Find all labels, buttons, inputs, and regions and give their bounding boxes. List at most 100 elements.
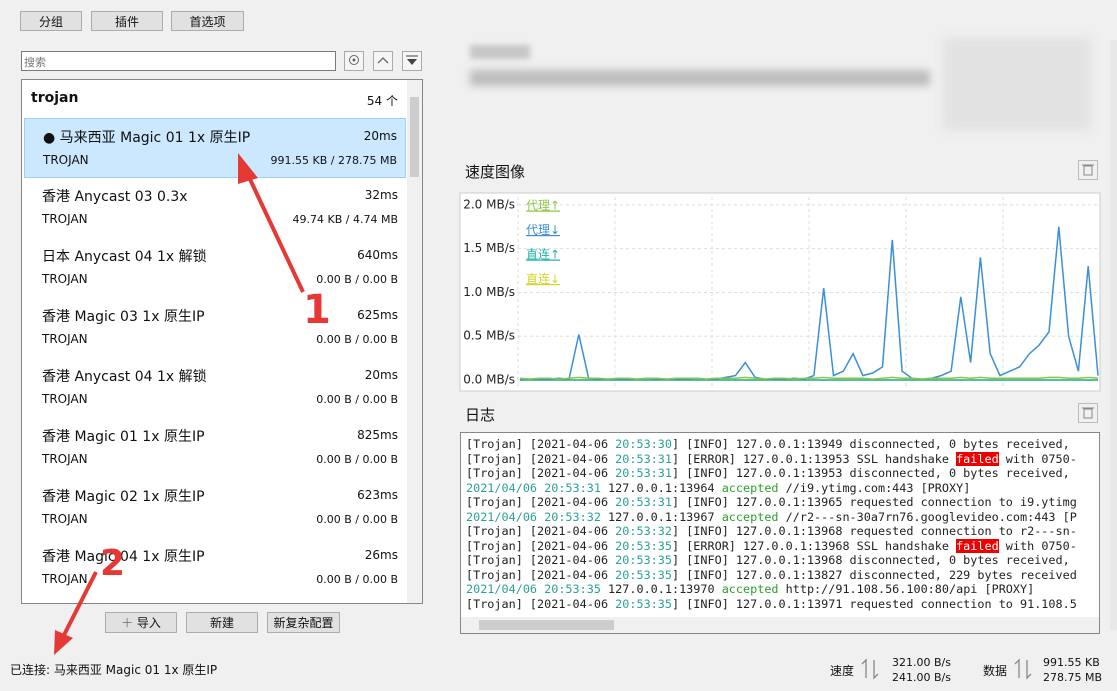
server-item[interactable]: 香港 Anycast 03 0.3x 32ms TROJAN 49.74 KB / 4…	[24, 178, 406, 238]
server-item[interactable]: 日本 Anycast 04 1x 解锁 640ms TROJAN 0.00 B / 0…	[24, 238, 406, 298]
trash-icon	[1082, 164, 1094, 176]
speed-line	[519, 376, 1099, 380]
log-line: 2021/04/06 20:53:35 127.0.0.1:13970 acce…	[466, 582, 1086, 597]
blurred-subtitle	[470, 70, 930, 86]
server-latency: 20ms	[363, 129, 397, 143]
log-line: [Trojan] [2021-04-06 20:53:32] [INFO] 12…	[466, 524, 1086, 539]
scroll-thumb[interactable]	[479, 620, 614, 630]
import-button[interactable]: ＋ 导入	[105, 612, 177, 633]
log-segment: with 0750-	[998, 538, 1077, 553]
server-latency: 32ms	[364, 188, 398, 202]
y-tick-label: 0.0 MB/s	[463, 372, 515, 386]
server-traffic: 0.00 B / 0.00 B	[316, 333, 398, 346]
scroll-thumb[interactable]	[410, 97, 419, 177]
toolbar-button[interactable]: 分组	[20, 11, 82, 31]
y-tick-label: 1.0 MB/s	[463, 285, 515, 299]
window-scrollbar[interactable]	[1110, 40, 1117, 630]
data-up: 991.55 KB	[1043, 656, 1100, 669]
clear-log-button[interactable]	[1078, 403, 1098, 423]
speed-up: 321.00 B/s	[892, 656, 951, 669]
server-name: 香港 Anycast 04 1x 解锁	[42, 369, 207, 385]
log-line: 2021/04/06 20:53:31 127.0.0.1:13964 acce…	[466, 481, 1086, 496]
down-icon	[406, 55, 418, 65]
log-segment: [Trojan] [2021-04-06	[466, 567, 616, 582]
log-error: failed	[956, 451, 999, 466]
log-line: [Trojan] [2021-04-06 20:53:35] [ERROR] 1…	[466, 538, 1086, 554]
server-item[interactable]: 香港 Magic 03 1x 原生IP 625ms TROJAN 0.00 B / 0…	[24, 298, 406, 358]
new-complex-button[interactable]: 新复杂配置	[267, 612, 340, 633]
log-segment: ] [INFO] 127.0.0.1:13949 disconnected, 0…	[671, 437, 1070, 451]
server-protocol: TROJAN	[42, 512, 88, 526]
server-protocol: TROJAN	[43, 153, 89, 167]
search-box[interactable]: 搜索	[21, 51, 336, 71]
server-item[interactable]: 香港 Magic 01 1x 原生IP 825ms TROJAN 0.00 B / 0…	[24, 418, 406, 478]
legend-entry: 直连↑	[526, 247, 560, 262]
toolbar-button[interactable]: 插件	[91, 11, 163, 31]
log-segment: ] [INFO] 127.0.0.1:13965 requested conne…	[671, 495, 1077, 509]
legend-entry: 代理↑	[526, 199, 560, 213]
log-time: 20:53:31	[615, 466, 672, 480]
log-time: 20:53:35	[615, 596, 672, 611]
server-traffic: 49.74 KB / 4.74 MB	[292, 213, 398, 226]
data-label: 数据	[983, 664, 1008, 678]
y-tick-label: 2.0 MB/s	[463, 197, 515, 211]
log-line: [Trojan] [2021-04-06 20:53:31] [ERROR] 1…	[466, 451, 1086, 467]
speed-line	[520, 226, 1099, 380]
log-ok: accepted	[721, 480, 779, 495]
server-protocol: TROJAN	[42, 332, 88, 346]
toolbar-button[interactable]: 首选项	[171, 11, 244, 31]
new-button[interactable]: 新建	[186, 612, 258, 633]
log-segment: //r2---sn-30a7rn76.googlevideo.com:443 […	[778, 509, 1077, 524]
server-item[interactable]: 香港 Anycast 04 1x 解锁 20ms TROJAN 0.00 B / 0.…	[24, 358, 406, 418]
server-traffic: 991.55 KB / 278.75 MB	[270, 154, 397, 167]
log-line: [Trojan] [2021-04-06 20:53:35] [INFO] 12…	[466, 553, 1086, 568]
log-segment: ] [INFO] 127.0.0.1:13971 requested conne…	[671, 596, 1077, 611]
log-line: [Trojan] [2021-04-06 20:53:35] [INFO] 12…	[466, 568, 1086, 583]
log-time: 20:53:30	[615, 437, 672, 451]
log-segment: [Trojan] [2021-04-06	[466, 495, 616, 509]
locate-button[interactable]	[344, 51, 364, 71]
section-title: 日志	[465, 406, 496, 424]
log-segment: [Trojan] [2021-04-06	[466, 524, 616, 538]
blurred-qr	[943, 38, 1091, 130]
log-time: 20:53:35	[615, 567, 672, 582]
server-name: 香港 Magic 01 1x 原生IP	[42, 429, 205, 445]
log-segment: ] [INFO] 127.0.0.1:13968 requested conne…	[671, 524, 1077, 538]
trash-icon	[1082, 407, 1094, 419]
log-time: 20:53:31	[615, 495, 672, 509]
up-icon	[377, 57, 389, 64]
log-time: 2021/04/06 20:53:31	[466, 480, 601, 495]
log-segment: 127.0.0.1:13967	[600, 509, 722, 524]
move-down-button[interactable]	[402, 51, 422, 71]
log-segment: http://91.108.56.100:80/api [PROXY]	[778, 582, 1035, 596]
log-line: [Trojan] [2021-04-06 20:53:35] [INFO] 12…	[466, 597, 1086, 612]
server-item[interactable]: ● 马来西亚 Magic 01 1x 原生IP 20ms TROJAN 991.55 …	[24, 118, 406, 178]
log-time: 20:53:32	[615, 524, 672, 538]
server-traffic: 0.00 B / 0.00 B	[316, 273, 398, 286]
log-segment: 127.0.0.1:13964	[600, 480, 722, 495]
search-placeholder: 搜索	[24, 56, 46, 69]
log-segment: //i9.ytimg.com:443 [PROXY]	[778, 480, 971, 495]
move-up-button[interactable]	[373, 51, 393, 71]
log-time: 2021/04/06 20:53:32	[466, 509, 601, 524]
log-segment: [Trojan] [2021-04-06	[466, 538, 616, 553]
h-scrollbar[interactable]	[461, 617, 1099, 633]
server-list: trojan 54 个 ● 马来西亚 Magic 01 1x 原生IP 20ms T…	[21, 79, 423, 604]
log-line: 2021/04/06 20:53:32 127.0.0.1:13967 acce…	[466, 510, 1086, 525]
log-segment: ] [INFO] 127.0.0.1:13968 disconnected, 0…	[671, 553, 1070, 567]
scrollbar[interactable]	[407, 80, 422, 603]
server-protocol: TROJAN	[42, 572, 88, 586]
log-segment: ] [INFO] 127.0.0.1:13953 disconnected, 0…	[671, 466, 1070, 480]
graph-box	[459, 192, 1101, 392]
clear-graph-button[interactable]	[1078, 160, 1098, 180]
log-time: 20:53:35	[615, 553, 672, 567]
server-latency: 26ms	[364, 548, 398, 562]
log-segment: [Trojan] [2021-04-06	[466, 466, 616, 480]
log-segment: [Trojan] [2021-04-06	[466, 596, 616, 611]
server-item[interactable]: 香港 Magic 04 1x 原生IP 26ms TROJAN 0.00 B / 0.…	[24, 538, 406, 598]
server-name: 日本 Anycast 04 1x 解锁	[42, 249, 207, 265]
server-item[interactable]: 香港 Magic 02 1x 原生IP 623ms TROJAN 0.00 B / 0…	[24, 478, 406, 538]
server-latency: 825ms	[357, 428, 398, 442]
log-error: failed	[956, 538, 999, 553]
server-name: ● 马来西亚 Magic 01 1x 原生IP	[43, 130, 251, 146]
